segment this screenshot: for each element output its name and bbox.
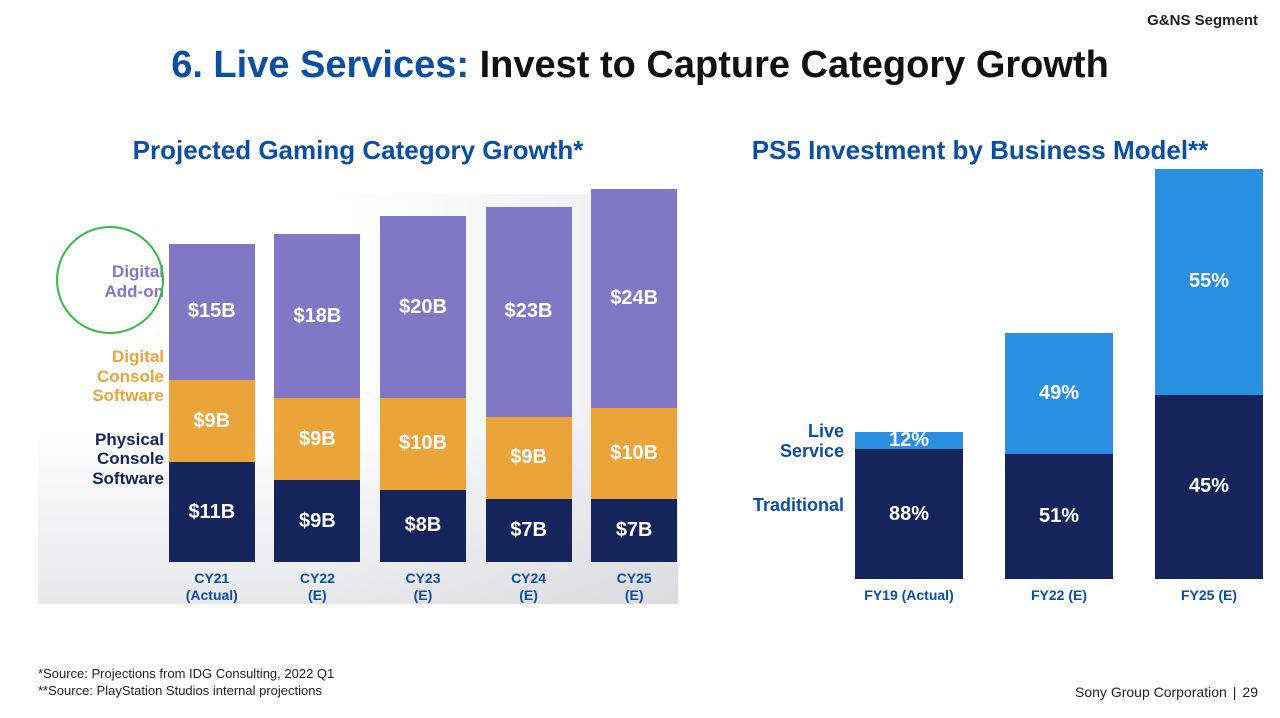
left-bar-column: $11B$9B$15B CY21(Actual) (168, 244, 256, 604)
title-lead: 6. Live Services: (171, 44, 479, 86)
left-chart-title: Projected Gaming Category Growth* (38, 135, 678, 166)
right-bar-stack: 45%55% (1155, 169, 1263, 579)
left-legend-digital: DigitalConsoleSoftware (34, 347, 164, 406)
slide-title: 6. Live Services: Invest to Capture Cate… (0, 44, 1280, 87)
left-bar-seg-physical: $9B (274, 480, 360, 562)
right-bar-column: 45%55% FY25 (E) (1155, 169, 1263, 604)
right-legend-traditional: Traditional (706, 496, 844, 516)
left-bar-seg-digital: $9B (274, 398, 360, 480)
right-bar-seg-live: 12% (855, 432, 963, 450)
right-chart-bars: 88%12%FY19 (Actual)51%49%FY22 (E)45%55%F… (855, 194, 1240, 604)
left-bar-seg-physical: $8B (380, 490, 466, 563)
right-chart-title: PS5 Investment by Business Model** (700, 135, 1260, 166)
left-bar-seg-addon: $18B (274, 234, 360, 398)
legend-circle-icon (56, 226, 164, 334)
left-x-label: CY24(E) (511, 570, 546, 604)
left-x-label: CY22(E) (300, 570, 335, 604)
left-x-label: CY23(E) (405, 570, 440, 604)
left-bar-seg-digital: $9B (169, 380, 255, 462)
right-chart: PS5 Investment by Business Model** LiveS… (700, 135, 1260, 655)
left-chart-legend: DigitalAdd-on DigitalConsoleSoftware Physi… (34, 262, 164, 528)
left-bar-stack: $7B$9B$23B (486, 207, 572, 562)
left-bar-stack: $9B$9B$18B (274, 234, 360, 562)
left-bar-seg-addon: $15B (169, 244, 255, 381)
left-chart-body: DigitalAdd-onDigitalConsoleSoftwarePhysi… (38, 194, 678, 634)
right-bar-stack: 51%49% (1005, 333, 1113, 579)
source-line-2: **Source: PlayStation Studios internal p… (38, 683, 334, 700)
left-bar-seg-digital: $9B (486, 417, 572, 499)
left-legend-physical: PhysicalConsoleSoftware (34, 430, 164, 489)
left-bar-seg-addon: $24B (591, 189, 677, 408)
right-bar-seg-live: 55% (1155, 169, 1263, 395)
left-bar-seg-digital: $10B (380, 398, 466, 489)
footer: Sony Group Corporation | 29 (1075, 684, 1258, 700)
left-x-label: CY21(Actual) (186, 570, 238, 604)
right-x-label: FY25 (E) (1181, 587, 1237, 604)
right-x-label: FY22 (E) (1031, 587, 1087, 604)
right-bar-seg-traditional: 88% (855, 449, 963, 579)
right-bar-seg-live: 49% (1005, 333, 1113, 454)
right-chart-body: LiveService Traditional 88%12% FY19 (Actua… (700, 194, 1260, 634)
left-bar-seg-addon: $23B (486, 207, 572, 417)
left-bar-seg-physical: $7B (486, 499, 572, 563)
right-bar-column: 51%49% FY22 (E) (1005, 333, 1113, 604)
title-rest: Invest to Capture Category Growth (480, 44, 1109, 86)
slide: G&NS Segment 6. Live Services: Invest to… (0, 0, 1280, 718)
right-chart-legend: LiveService Traditional (706, 422, 844, 555)
left-bar-seg-physical: $7B (591, 499, 677, 563)
footer-company: Sony Group Corporation (1075, 684, 1227, 700)
source-line-1: *Source: Projections from IDG Consulting… (38, 666, 334, 683)
right-bar-seg-traditional: 51% (1005, 454, 1113, 579)
left-bar-column: $9B$9B$18BCY22(E) (274, 234, 362, 604)
left-chart: Projected Gaming Category Growth* Digita… (38, 135, 678, 655)
left-bar-column: $7B$9B$23B CY24(E) (485, 207, 573, 604)
footer-page: 29 (1242, 684, 1258, 700)
footer-sep: | (1233, 684, 1237, 700)
sources: *Source: Projections from IDG Consulting… (38, 666, 334, 700)
left-x-label: CY25(E) (617, 570, 652, 604)
left-bar-column: $8B$10B$20B CY23(E) (379, 216, 467, 604)
right-bar-stack: 88%12% (855, 432, 963, 580)
left-bar-seg-physical: $11B (169, 462, 255, 562)
left-bar-stack: $11B$9B$15B (169, 244, 255, 563)
left-bar-stack: $8B$10B$20B (380, 216, 466, 562)
left-chart-bars: $11B$9B$15BCY21(Actual)$9B$9B$18BCY22(E)… (168, 194, 678, 604)
left-bar-seg-digital: $10B (591, 408, 677, 499)
right-bar-column: 88%12% FY19 (Actual) (855, 432, 963, 604)
segment-label: G&NS Segment (1147, 12, 1258, 29)
right-bar-seg-traditional: 45% (1155, 395, 1263, 580)
left-bar-stack: $7B$10B$24B (591, 189, 677, 563)
right-x-label: FY19 (Actual) (864, 587, 953, 604)
left-legend-addon: DigitalAdd-on (34, 262, 164, 301)
left-bar-column: $7B$10B$24B CY25(E) (590, 189, 678, 604)
left-bar-seg-addon: $20B (380, 216, 466, 398)
right-legend-live: LiveService (706, 422, 844, 462)
